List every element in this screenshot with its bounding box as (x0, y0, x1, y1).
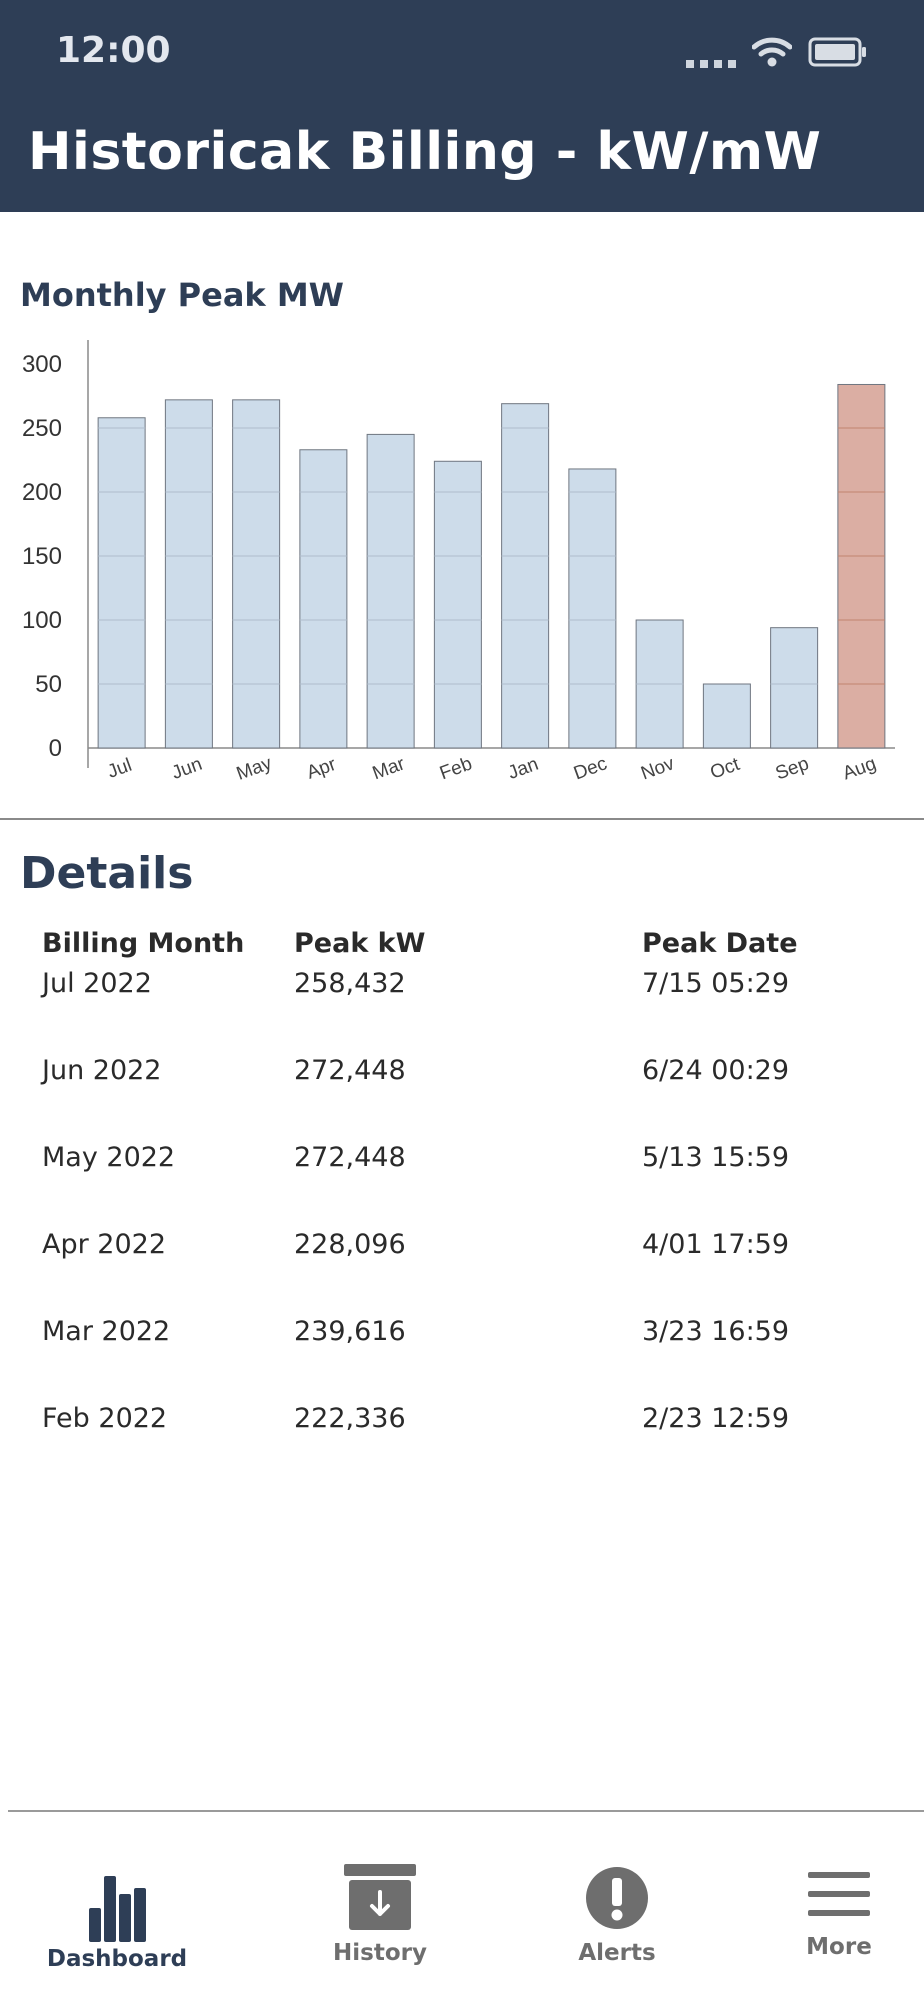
cell-billing-month: Jun 2022 (42, 1055, 162, 1086)
bar-sep (770, 627, 819, 749)
cell-billing-month: Feb 2022 (42, 1403, 168, 1434)
cell-peak-date: 6/24 00:29 (642, 1055, 790, 1086)
cell-peak-kw: 272,448 (294, 1142, 406, 1173)
y-tick-label: 200 (22, 479, 62, 506)
x-tick-label: May (234, 753, 275, 785)
app-header: 12:00 Historicak Billing - kW/mW (0, 0, 924, 212)
x-tick-label: Oct (708, 754, 744, 784)
tab-label-dashboard: Dashboard (46, 1946, 188, 1972)
menu-icon (808, 1872, 870, 1916)
column-header-billing-month: Billing Month (42, 927, 245, 959)
tab-bar: Dashboard History Alerts More (0, 1812, 924, 2000)
cell-peak-kw: 228,096 (294, 1229, 406, 1260)
bar-jan (501, 403, 550, 749)
y-tick-label: 0 (49, 735, 62, 762)
tab-label-history: History (333, 1940, 427, 1966)
bar-apr (299, 449, 348, 749)
table-row[interactable]: Apr 2022 228,096 4/01 17:59 (42, 1229, 902, 1316)
x-tick-label: Jan (505, 754, 541, 784)
x-tick-label: Nov (638, 753, 677, 784)
y-tick-label: 150 (22, 543, 62, 570)
column-header-peak-kw: Peak kW (294, 927, 426, 959)
page-title: Historicak Billing - kW/mW (28, 122, 822, 182)
section-divider (0, 818, 924, 820)
cell-peak-kw: 258,432 (294, 968, 406, 999)
signal-dots-icon (686, 32, 736, 72)
bar-feb (433, 460, 482, 749)
y-tick-label: 250 (22, 415, 62, 442)
status-time: 12:00 (56, 30, 171, 71)
cell-peak-kw: 239,616 (294, 1316, 406, 1347)
cell-peak-date: 2/23 12:59 (642, 1403, 790, 1434)
bar-dec (568, 468, 617, 749)
tabbar-divider (8, 1810, 924, 1812)
x-tick-label: Mar (370, 753, 409, 784)
y-tick-label: 50 (35, 671, 62, 698)
chart-title: Monthly Peak MW (20, 276, 344, 314)
details-table: Billing Month Peak kW Peak Date Jul 2022… (42, 922, 902, 1490)
archive-box-icon (344, 1864, 416, 1930)
status-icons (686, 32, 868, 72)
x-tick-label: Jul (105, 755, 135, 783)
x-tick-label: Apr (304, 754, 340, 784)
table-row[interactable]: Jun 2022 272,448 6/24 00:29 (42, 1055, 902, 1142)
table-row[interactable]: May 2022 272,448 5/13 15:59 (42, 1142, 902, 1229)
cell-peak-kw: 222,336 (294, 1403, 406, 1434)
alert-icon (586, 1867, 648, 1929)
cell-billing-month: Jul 2022 (42, 968, 152, 999)
tab-alerts[interactable]: Alerts (542, 1812, 692, 2000)
x-tick-label: Dec (571, 753, 610, 784)
cell-peak-date: 4/01 17:59 (642, 1229, 790, 1260)
cell-peak-date: 7/15 05:29 (642, 968, 790, 999)
table-header: Billing Month Peak kW Peak Date (42, 922, 902, 964)
y-tick-label: 100 (22, 607, 62, 634)
battery-icon (808, 37, 866, 67)
bar-jun (164, 399, 213, 749)
bar-jul (97, 417, 146, 749)
monthly-peak-chart: 0 50 100 150 200 250 300 Jul Jun May Apr Mar Feb Jan D… (22, 340, 895, 785)
tab-history[interactable]: History (305, 1812, 455, 2000)
cell-billing-month: May 2022 (42, 1142, 176, 1173)
tab-label-alerts: Alerts (578, 1940, 656, 1966)
tab-more[interactable]: More (764, 1812, 914, 2000)
table-row[interactable]: Jul 2022 258,432 7/15 05:29 (42, 968, 902, 1055)
wifi-icon (752, 37, 792, 67)
bar-mar (366, 433, 415, 749)
x-tick-label: Sep (773, 753, 812, 784)
bar-aug (837, 383, 886, 749)
x-tick-label: Aug (840, 753, 879, 784)
bar-oct (702, 683, 751, 749)
cell-billing-month: Apr 2022 (42, 1229, 167, 1260)
column-header-peak-date: Peak Date (642, 927, 798, 959)
y-tick-label: 300 (22, 351, 62, 378)
x-tick-label: Feb (437, 753, 475, 784)
tab-dashboard[interactable]: Dashboard (42, 1812, 192, 2000)
bar-chart-icon (89, 1876, 146, 1942)
cell-billing-month: Mar 2022 (42, 1316, 171, 1347)
cell-peak-date: 3/23 16:59 (642, 1316, 790, 1347)
details-title: Details (20, 848, 194, 899)
x-tick-label: Jun (169, 754, 205, 784)
cell-peak-kw: 272,448 (294, 1055, 406, 1086)
bar-may (232, 399, 281, 749)
table-row[interactable]: Mar 2022 239,616 3/23 16:59 (42, 1316, 902, 1403)
tab-label-more: More (806, 1934, 872, 1960)
cell-peak-date: 5/13 15:59 (642, 1142, 790, 1173)
table-row[interactable]: Feb 2022 222,336 2/23 12:59 (42, 1403, 902, 1490)
